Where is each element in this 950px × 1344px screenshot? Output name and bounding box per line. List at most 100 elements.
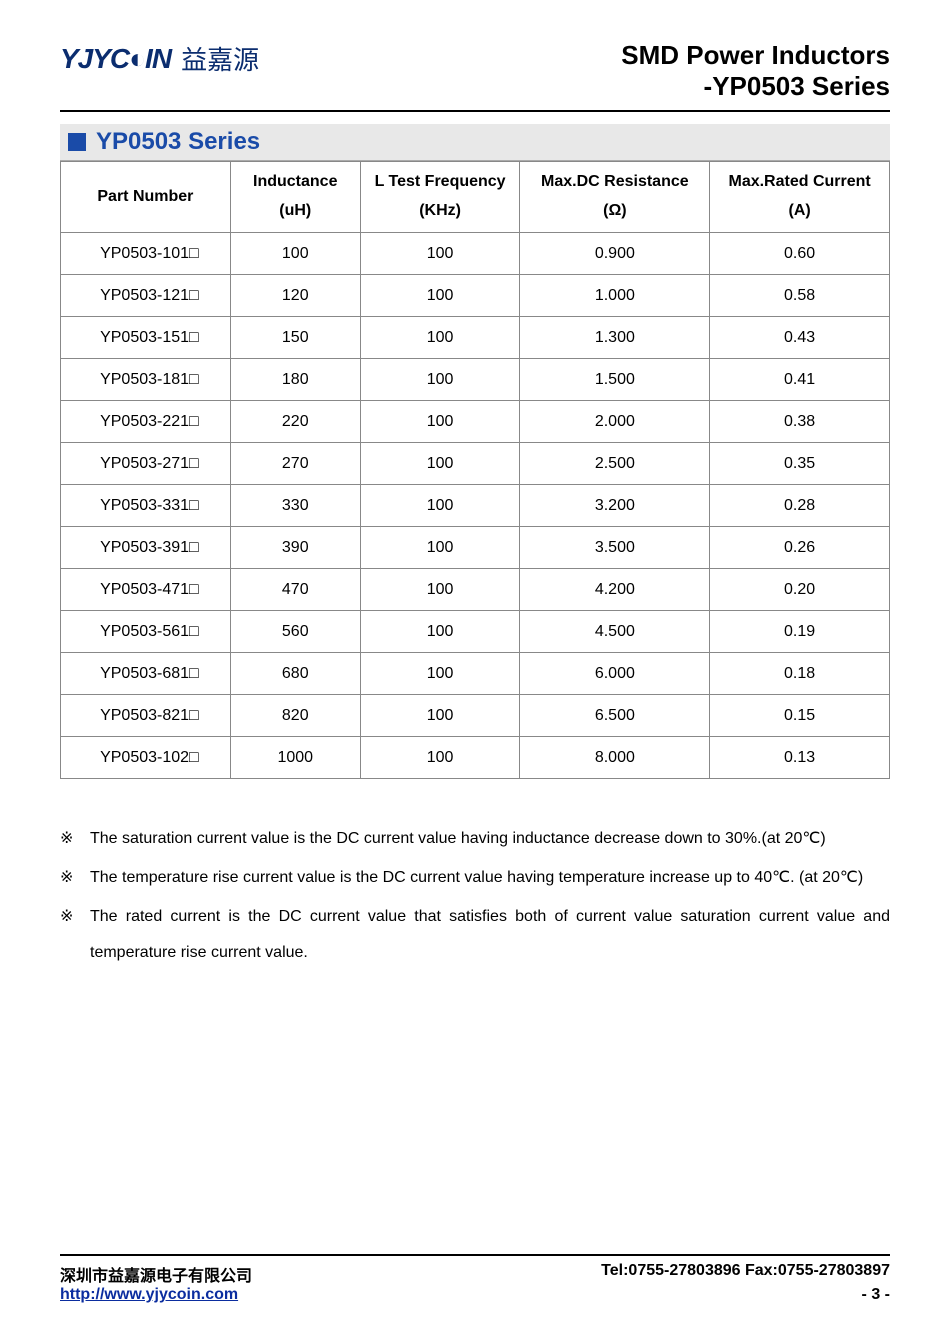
table-cell: YP0503-471□ xyxy=(61,569,231,611)
table-cell: YP0503-391□ xyxy=(61,527,231,569)
table-row: YP0503-101□1001000.9000.60 xyxy=(61,233,890,275)
table-cell: 0.38 xyxy=(710,401,890,443)
page-footer: 深圳市益嘉源电子有限公司 Tel:0755-27803896 Fax:0755-… xyxy=(60,1254,890,1304)
table-cell: 100 xyxy=(360,653,520,695)
table-cell: 180 xyxy=(230,359,360,401)
table-cell: YP0503-681□ xyxy=(61,653,231,695)
section-square-icon xyxy=(68,133,86,151)
header-title-2: -YP0503 Series xyxy=(621,71,890,102)
table-cell: YP0503-102□ xyxy=(61,737,231,779)
th-inductance-unit: (uH) xyxy=(231,197,360,226)
table-cell: 0.35 xyxy=(710,443,890,485)
table-cell: 100 xyxy=(360,611,520,653)
table-cell: 6.500 xyxy=(520,695,710,737)
table-cell: 100 xyxy=(230,233,360,275)
table-cell: 0.900 xyxy=(520,233,710,275)
table-cell: 8.000 xyxy=(520,737,710,779)
table-cell: 100 xyxy=(360,569,520,611)
table-cell: YP0503-121□ xyxy=(61,275,231,317)
th-resistance-unit: (Ω) xyxy=(520,197,709,226)
th-current-unit: (A) xyxy=(710,197,889,226)
table-cell: 0.13 xyxy=(710,737,890,779)
table-cell: 1.500 xyxy=(520,359,710,401)
table-row: YP0503-102□10001008.0000.13 xyxy=(61,737,890,779)
header-title-1: SMD Power Inductors xyxy=(621,40,890,71)
table-cell: 0.26 xyxy=(710,527,890,569)
table-cell: 0.19 xyxy=(710,611,890,653)
table-cell: 270 xyxy=(230,443,360,485)
th-freq-unit: (KHz) xyxy=(361,197,520,226)
logo-cn-text: 益嘉源 xyxy=(181,40,259,77)
table-cell: 1.000 xyxy=(520,275,710,317)
table-row: YP0503-681□6801006.0000.18 xyxy=(61,653,890,695)
table-cell: 4.500 xyxy=(520,611,710,653)
note-text: The rated current is the DC current valu… xyxy=(90,899,890,973)
table-cell: YP0503-151□ xyxy=(61,317,231,359)
table-cell: 220 xyxy=(230,401,360,443)
note-mark: ※ xyxy=(60,860,90,897)
table-body: YP0503-101□1001000.9000.60YP0503-121□120… xyxy=(61,233,890,779)
table-cell: 100 xyxy=(360,233,520,275)
table-cell: 0.58 xyxy=(710,275,890,317)
table-cell: YP0503-221□ xyxy=(61,401,231,443)
table-cell: 0.20 xyxy=(710,569,890,611)
table-row: YP0503-391□3901003.5000.26 xyxy=(61,527,890,569)
note-text: The temperature rise current value is th… xyxy=(90,860,890,897)
table-cell: 3.200 xyxy=(520,485,710,527)
table-cell: 6.000 xyxy=(520,653,710,695)
th-resistance: Max.DC Resistance xyxy=(520,168,709,197)
table-row: YP0503-471□4701004.2000.20 xyxy=(61,569,890,611)
table-cell: 1.300 xyxy=(520,317,710,359)
header-title-block: SMD Power Inductors -YP0503 Series xyxy=(621,40,890,102)
table-cell: 100 xyxy=(360,527,520,569)
table-cell: 120 xyxy=(230,275,360,317)
spec-table: Part Number Inductance(uH) L Test Freque… xyxy=(60,161,890,779)
table-header-row: Part Number Inductance(uH) L Test Freque… xyxy=(61,162,890,233)
note-item: ※The rated current is the DC current val… xyxy=(60,899,890,973)
table-cell: 2.000 xyxy=(520,401,710,443)
table-cell: 680 xyxy=(230,653,360,695)
table-row: YP0503-271□2701002.5000.35 xyxy=(61,443,890,485)
footer-url-link[interactable]: http://www.yjycoin.com xyxy=(60,1286,238,1304)
th-freq: L Test Frequency xyxy=(361,168,520,197)
table-row: YP0503-181□1801001.5000.41 xyxy=(61,359,890,401)
note-mark: ※ xyxy=(60,821,90,858)
th-current: Max.Rated Current xyxy=(710,168,889,197)
section-title: YP0503 Series xyxy=(96,128,260,156)
table-cell: 390 xyxy=(230,527,360,569)
table-cell: YP0503-181□ xyxy=(61,359,231,401)
table-cell: 0.41 xyxy=(710,359,890,401)
table-cell: 0.15 xyxy=(710,695,890,737)
table-cell: YP0503-331□ xyxy=(61,485,231,527)
th-part-number: Part Number xyxy=(61,183,230,212)
table-row: YP0503-121□1201001.0000.58 xyxy=(61,275,890,317)
table-row: YP0503-221□2201002.0000.38 xyxy=(61,401,890,443)
table-cell: 330 xyxy=(230,485,360,527)
table-cell: 560 xyxy=(230,611,360,653)
th-inductance: Inductance xyxy=(231,168,360,197)
footer-telfax: Tel:0755-27803896 Fax:0755-27803897 xyxy=(601,1262,890,1286)
table-cell: 100 xyxy=(360,359,520,401)
table-row: YP0503-331□3301003.2000.28 xyxy=(61,485,890,527)
table-cell: 100 xyxy=(360,401,520,443)
table-cell: 0.28 xyxy=(710,485,890,527)
table-cell: 100 xyxy=(360,443,520,485)
table-cell: 0.18 xyxy=(710,653,890,695)
table-cell: 100 xyxy=(360,695,520,737)
table-cell: 0.60 xyxy=(710,233,890,275)
table-cell: 100 xyxy=(360,275,520,317)
footer-company: 深圳市益嘉源电子有限公司 xyxy=(60,1262,252,1286)
table-cell: 4.200 xyxy=(520,569,710,611)
table-row: YP0503-561□5601004.5000.19 xyxy=(61,611,890,653)
table-cell: 100 xyxy=(360,317,520,359)
table-cell: 150 xyxy=(230,317,360,359)
table-cell: YP0503-271□ xyxy=(61,443,231,485)
table-cell: 100 xyxy=(360,485,520,527)
logo-en-text: YJYC◐IN xyxy=(60,43,171,75)
table-cell: 2.500 xyxy=(520,443,710,485)
notes-section: ※The saturation current value is the DC … xyxy=(60,821,890,972)
note-item: ※The saturation current value is the DC … xyxy=(60,821,890,858)
note-mark: ※ xyxy=(60,899,90,973)
table-cell: 100 xyxy=(360,737,520,779)
section-header: YP0503 Series xyxy=(60,124,890,161)
